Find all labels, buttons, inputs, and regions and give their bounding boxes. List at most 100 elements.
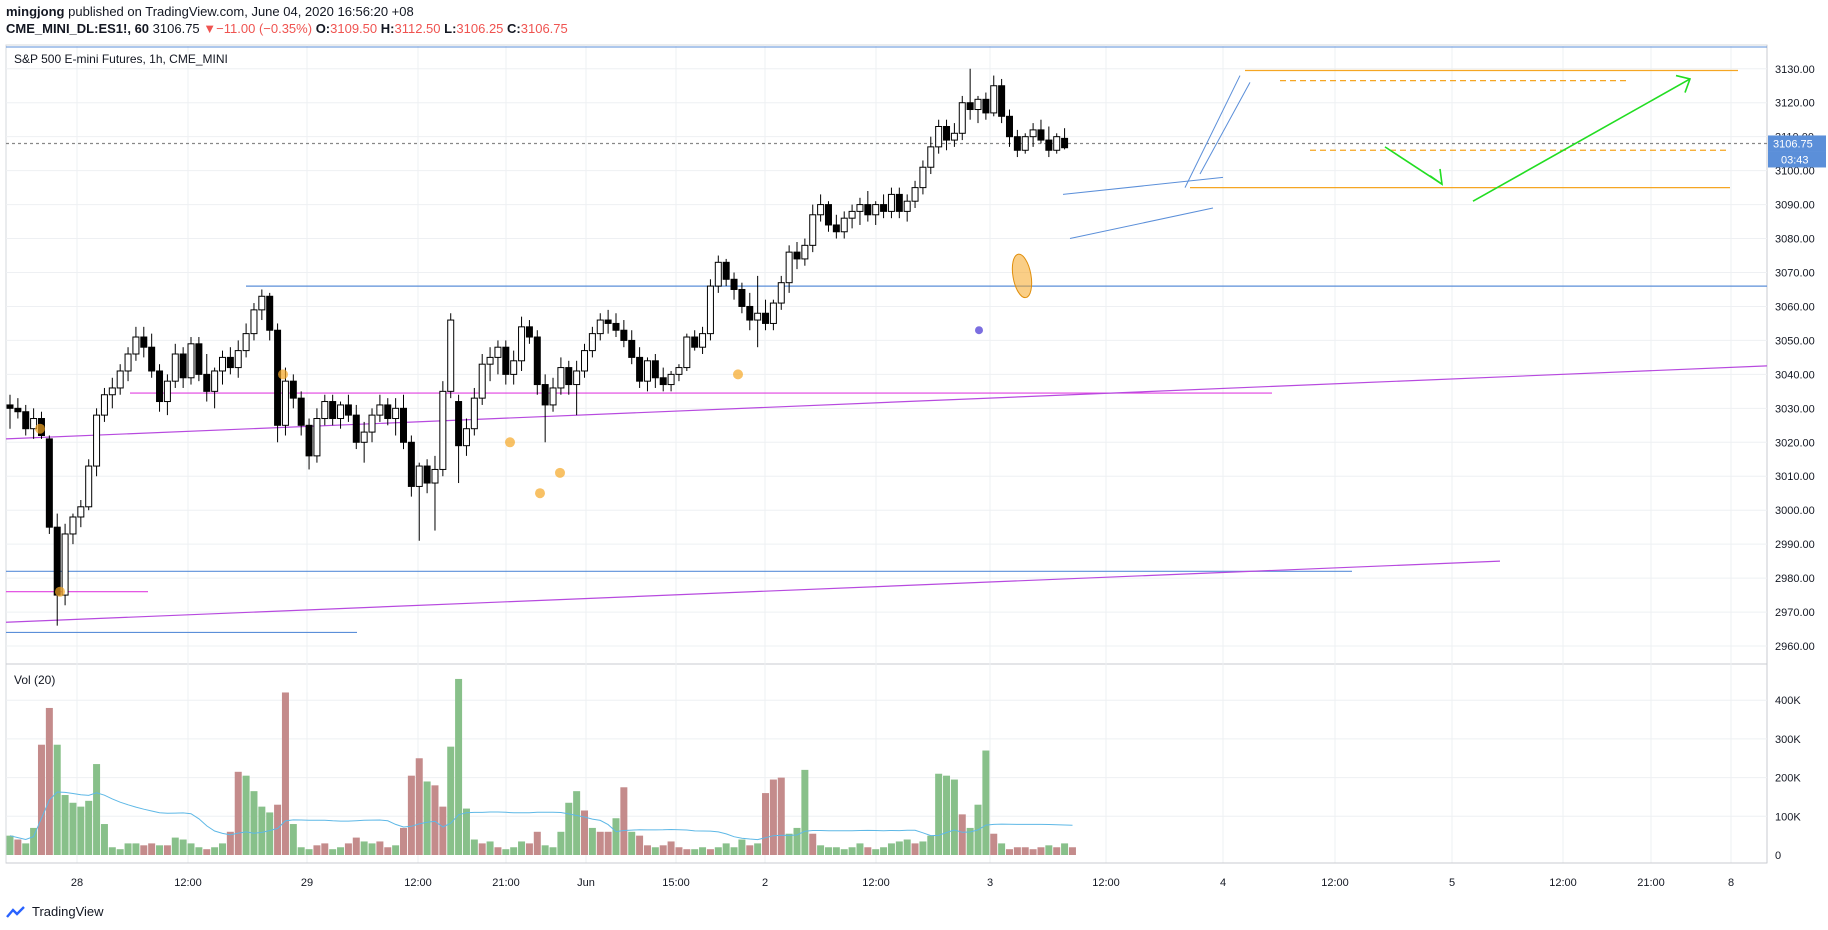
- candle: [730, 278, 738, 290]
- candle: [1029, 129, 1037, 138]
- volume-bar: [1053, 847, 1061, 855]
- candle: [1013, 136, 1021, 151]
- volume-bar: [77, 806, 85, 855]
- volume-tick-label: 300K: [1775, 734, 1801, 746]
- volume-bar: [187, 843, 195, 855]
- candle: [927, 146, 935, 168]
- open-label: O:: [315, 21, 331, 36]
- volume-bar: [100, 824, 108, 855]
- volume-bar: [856, 843, 864, 855]
- volume-bar: [376, 841, 384, 855]
- volume-bar: [699, 847, 707, 855]
- volume-bar: [415, 758, 423, 855]
- volume-bar: [61, 795, 69, 855]
- volume-bar: [809, 833, 817, 855]
- volume-ma-line: [9, 791, 1073, 841]
- volume-bar: [769, 779, 777, 855]
- candle: [557, 367, 565, 389]
- candle: [620, 329, 628, 341]
- price-tick-label: 3070.00: [1775, 268, 1815, 280]
- candle: [163, 380, 171, 403]
- price-tick-label: 3120.00: [1775, 98, 1815, 110]
- candle: [762, 312, 770, 324]
- candle: [407, 441, 415, 487]
- volume-bar: [37, 744, 45, 855]
- candle: [919, 166, 927, 189]
- candle: [250, 309, 258, 335]
- breakout-line-2: [1199, 82, 1251, 175]
- volume-bar: [872, 849, 880, 855]
- time-tick-label: 21:00: [492, 877, 520, 889]
- candle: [69, 516, 77, 535]
- author-name[interactable]: mingjong: [6, 4, 65, 19]
- candle: [140, 336, 148, 348]
- candle: [1021, 136, 1029, 151]
- volume-bar: [581, 810, 589, 855]
- volume-bar: [258, 806, 266, 855]
- volume-bar: [927, 835, 935, 855]
- candle: [329, 401, 337, 420]
- volume-tick-label: 0: [1775, 850, 1781, 862]
- tradingview-brand[interactable]: TradingView: [6, 904, 104, 919]
- volume-bar: [163, 845, 171, 855]
- candle: [45, 438, 53, 528]
- candle: [218, 356, 226, 372]
- channel-upper: [1062, 176, 1224, 195]
- candle: [533, 336, 541, 386]
- candle: [337, 404, 345, 420]
- volume-bar: [439, 806, 447, 855]
- candle: [431, 468, 439, 484]
- symbol-label: CME_MINI_DL:ES1!, 60: [6, 21, 150, 36]
- candle: [998, 85, 1006, 117]
- volume-bar: [470, 839, 478, 855]
- candle: [864, 204, 872, 216]
- countdown-label: 03:43: [1781, 154, 1809, 166]
- volume-bar: [643, 845, 651, 855]
- candle: [754, 312, 762, 321]
- candle: [179, 353, 187, 379]
- volume-bar: [1068, 847, 1076, 855]
- candle: [809, 214, 817, 246]
- purple-marker: [975, 326, 983, 335]
- candle: [950, 132, 958, 141]
- volume-bar: [337, 847, 345, 855]
- volume-bar: [1021, 847, 1029, 855]
- volume-bar: [596, 831, 604, 855]
- candle: [746, 305, 754, 321]
- volume-bar: [140, 845, 148, 855]
- volume-bar: [321, 843, 329, 855]
- time-tick-label: 4: [1220, 877, 1226, 889]
- volume-bar: [612, 818, 620, 855]
- candle: [1037, 129, 1045, 141]
- candle: [22, 411, 30, 430]
- candle: [706, 285, 714, 335]
- candle: [683, 336, 691, 369]
- candle: [266, 295, 274, 331]
- candle: [305, 424, 313, 457]
- volume-bar: [557, 831, 565, 855]
- candle: [313, 418, 321, 457]
- candle: [596, 319, 604, 335]
- price-tick-label: 3040.00: [1775, 369, 1815, 381]
- volume-bar: [1005, 849, 1013, 855]
- candle: [439, 390, 447, 470]
- volume-bar: [53, 744, 61, 855]
- volume-bar: [384, 847, 392, 855]
- volume-label: Vol (20): [14, 673, 55, 687]
- volume-bar: [226, 831, 234, 855]
- candle: [691, 336, 699, 348]
- candles-layer: [6, 68, 1069, 626]
- green-down-arrow-head: [1429, 168, 1444, 186]
- highlight-ellipse: [1011, 253, 1033, 299]
- time-tick-label: 5: [1449, 877, 1455, 889]
- candle: [699, 333, 707, 348]
- price-chart[interactable]: 3130.003120.003110.003100.003090.003080.…: [0, 0, 1828, 900]
- price-tick-label: 2980.00: [1775, 573, 1815, 585]
- candle: [486, 356, 494, 365]
- chart-frame: [5, 44, 1768, 864]
- candle: [171, 353, 179, 382]
- candle: [392, 407, 400, 420]
- candle: [281, 380, 289, 426]
- volume-bar: [494, 847, 502, 855]
- candle: [344, 404, 352, 416]
